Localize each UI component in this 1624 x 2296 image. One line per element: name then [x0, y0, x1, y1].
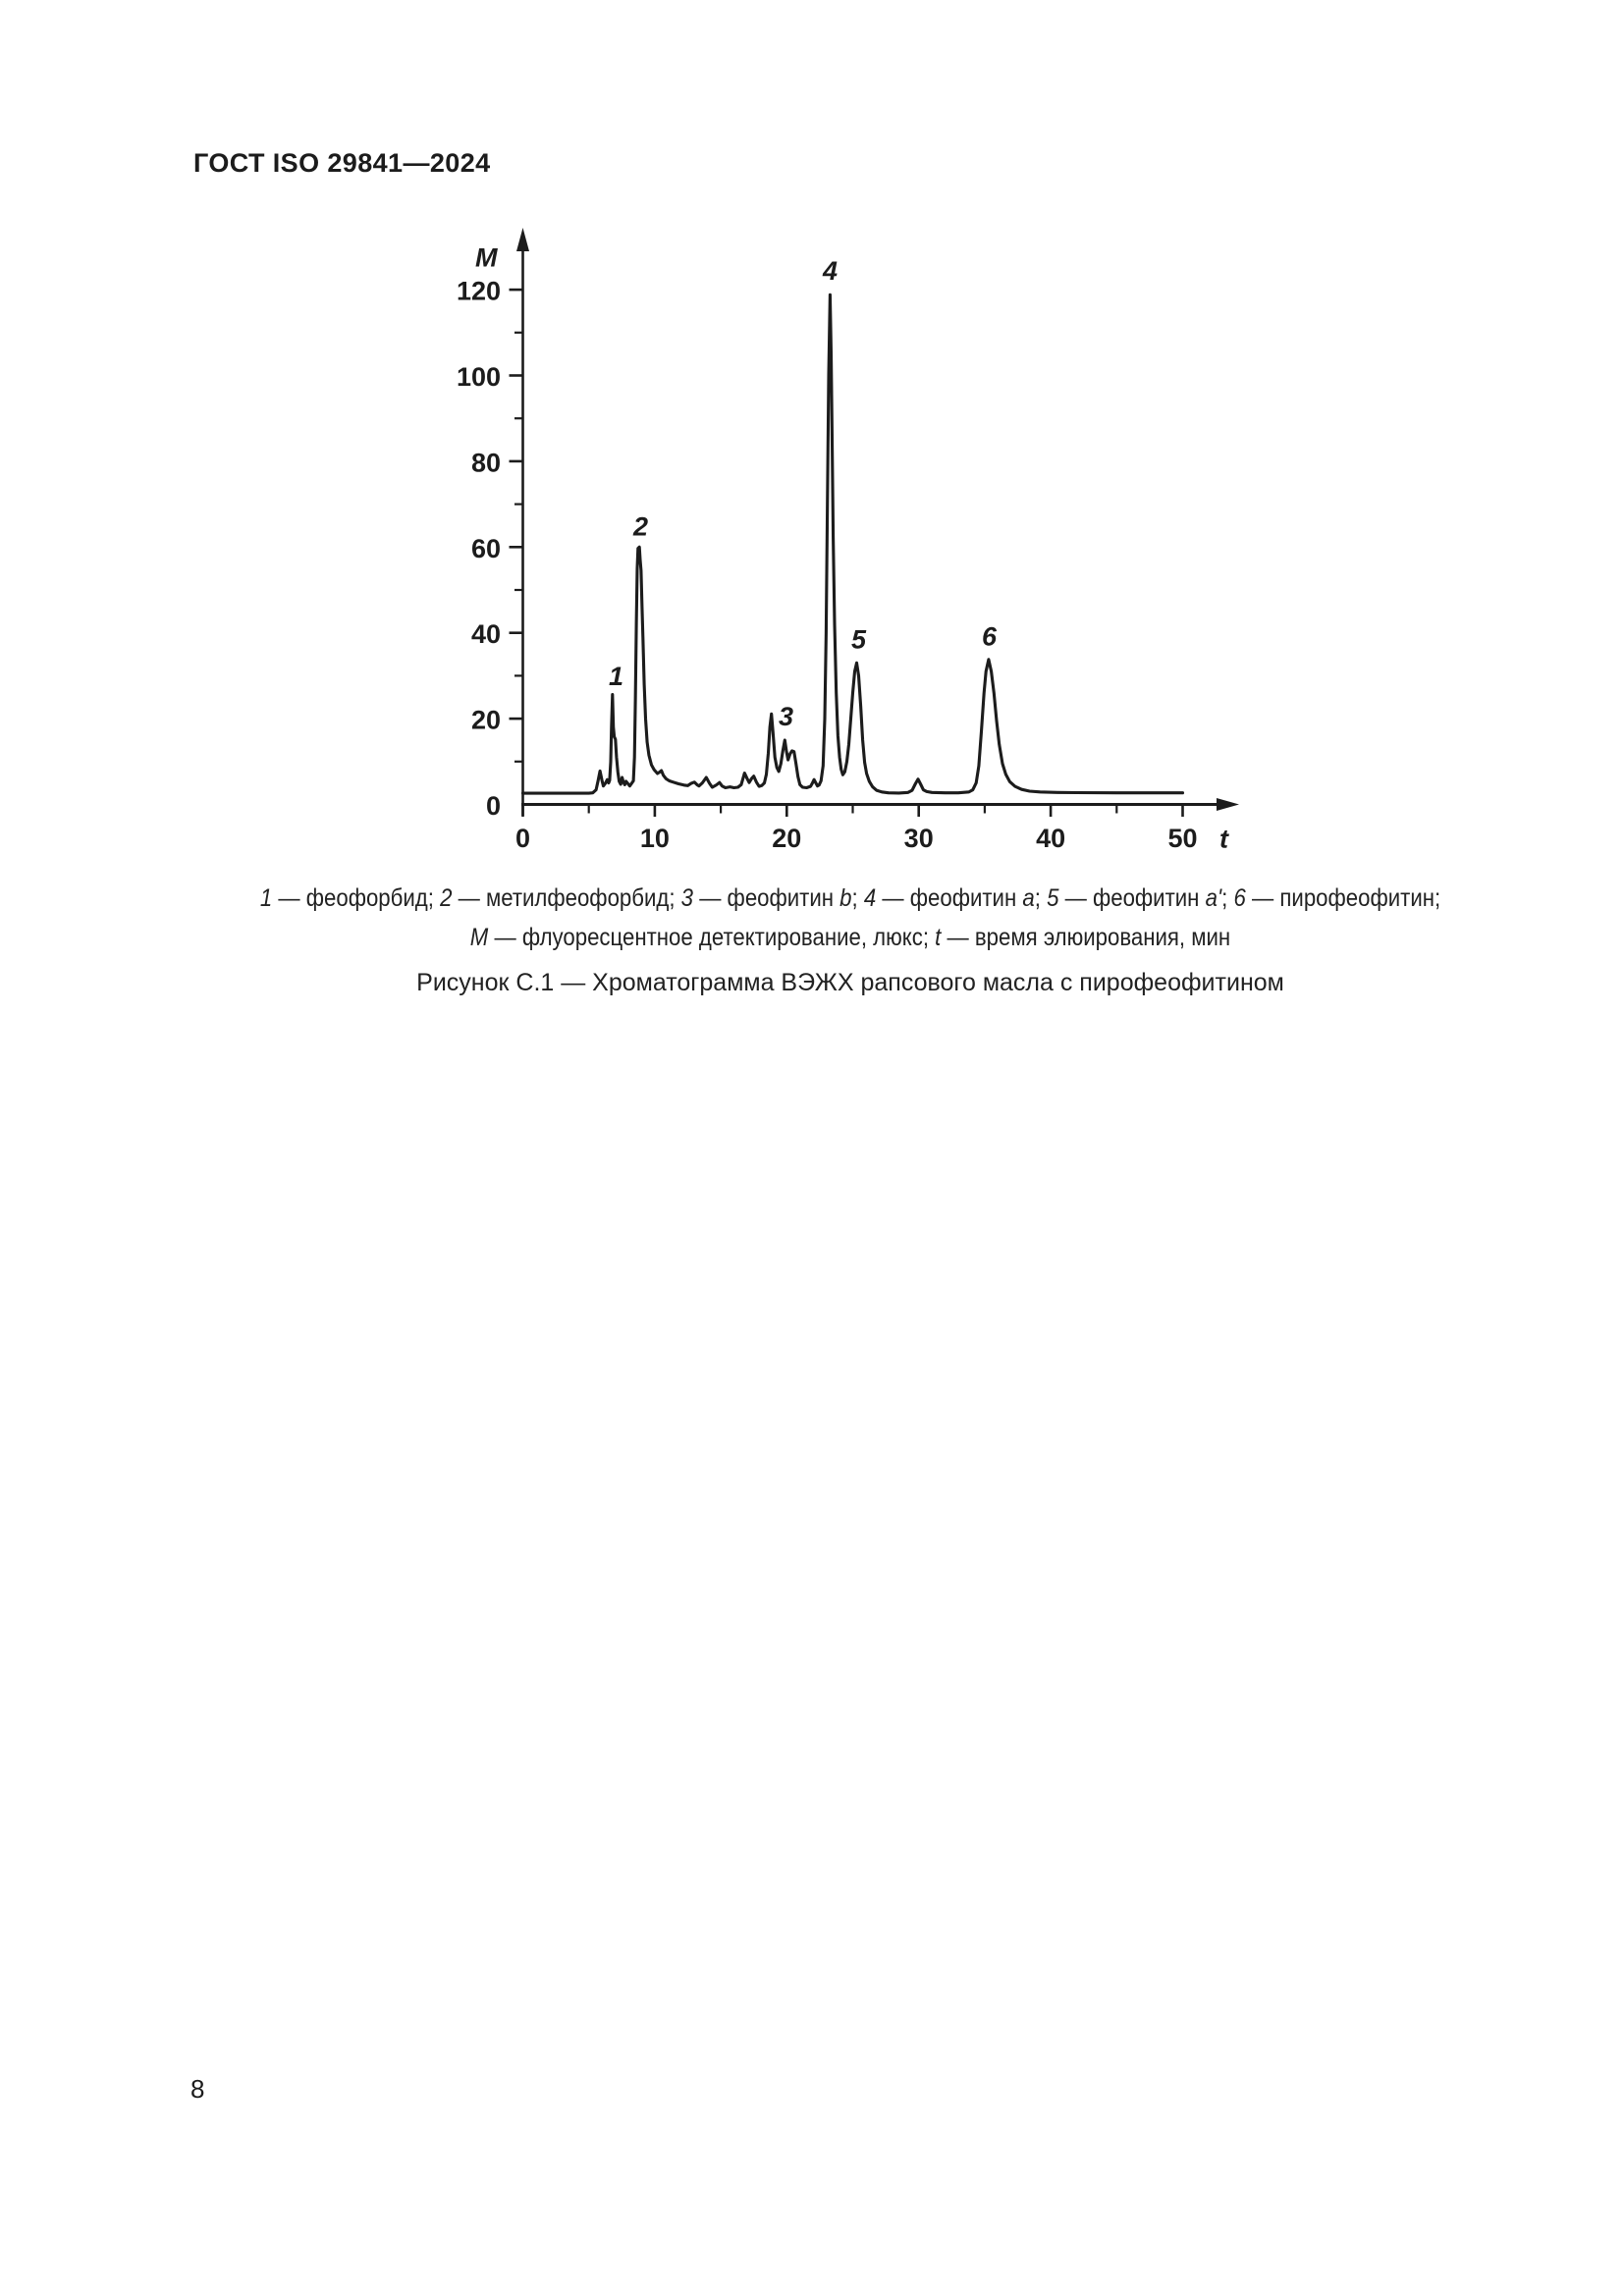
svg-text:50: 50	[1167, 824, 1197, 853]
svg-text:t: t	[1219, 825, 1229, 854]
svg-text:0: 0	[515, 824, 530, 853]
svg-text:20: 20	[471, 706, 501, 735]
svg-text:100: 100	[457, 362, 501, 392]
svg-text:6: 6	[982, 622, 998, 652]
svg-text:1: 1	[609, 662, 623, 691]
svg-text:60: 60	[471, 534, 501, 563]
svg-text:80: 80	[471, 448, 501, 477]
svg-text:30: 30	[904, 824, 934, 853]
svg-text:120: 120	[457, 277, 501, 306]
svg-text:10: 10	[640, 824, 670, 853]
svg-text:2: 2	[632, 512, 648, 542]
svg-text:3: 3	[779, 702, 793, 731]
svg-text:0: 0	[486, 791, 501, 821]
svg-text:4: 4	[822, 256, 838, 286]
svg-text:20: 20	[772, 824, 801, 853]
svg-text:M: M	[475, 243, 498, 273]
svg-text:40: 40	[471, 619, 501, 649]
svg-text:5: 5	[851, 625, 867, 655]
svg-text:40: 40	[1036, 824, 1065, 853]
